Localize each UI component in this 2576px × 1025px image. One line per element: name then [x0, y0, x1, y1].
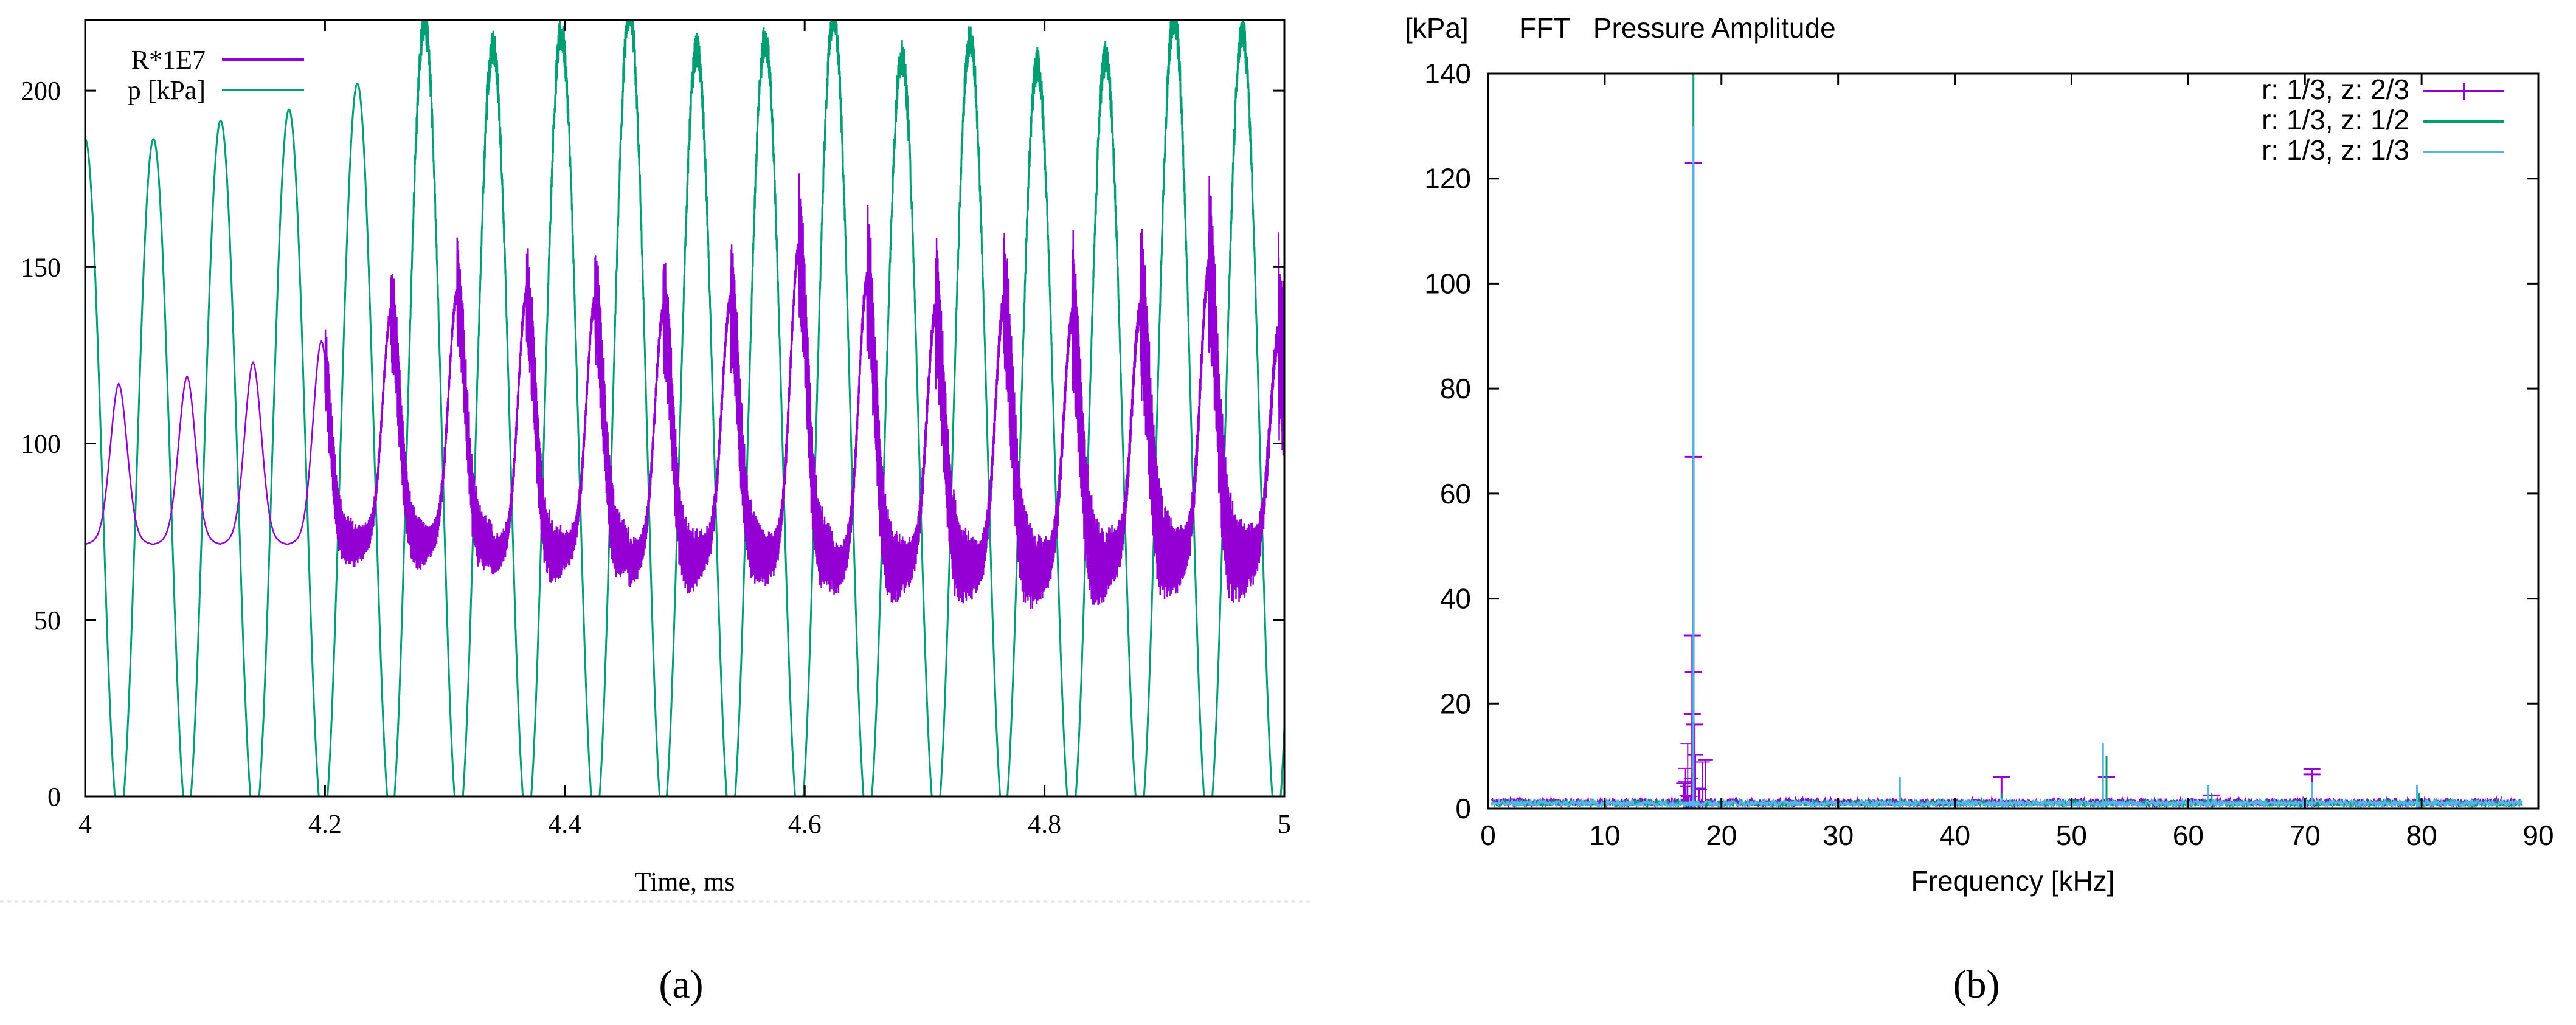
x-tick-label-b: 40	[1939, 820, 1970, 851]
y-tick-label-a: 150	[21, 252, 61, 282]
plot-frame-b	[1487, 72, 2540, 810]
plot-frame-a	[84, 19, 1286, 798]
x-tick-label-a: 4.2	[308, 809, 342, 839]
y-tick-label-b: 100	[1424, 267, 1471, 299]
y-tick-label-a: 100	[21, 429, 61, 459]
x-tick-label-b: 20	[1706, 820, 1737, 851]
x-axis-label-b: Frequency [kHz]	[1911, 865, 2115, 897]
series-line-radius	[85, 173, 1286, 609]
x-tick-label-b: 70	[2290, 820, 2321, 851]
panel-b-caption: (b)	[1953, 962, 2000, 1007]
y-tick-label-a: 50	[34, 606, 61, 635]
chart-panel-b: [kPa] FFT Pressure Amplitude 0 10 20 30 40 50…	[1405, 12, 2554, 1007]
y-tick-label-b: 140	[1424, 58, 1471, 89]
x-tick-label-b: 30	[1823, 820, 1854, 851]
y-axis-unit-b: [kPa]	[1405, 12, 1469, 44]
x-tick-label-a: 4	[78, 809, 92, 839]
series-line-pressure	[85, 18, 1286, 798]
y-tick-label-b: 80	[1440, 373, 1471, 404]
x-tick-label-b: 60	[2173, 820, 2204, 851]
y-tick-label-b: 60	[1440, 478, 1471, 509]
y-tick-label-b: 20	[1440, 688, 1471, 719]
legend-label-z12: r: 1/3, z: 1/2	[2262, 104, 2409, 136]
fft-floor-2	[1491, 797, 2523, 810]
legend-label-z23: r: 1/3, z: 2/3	[2262, 74, 2409, 105]
legend-label-radius: R*1E7	[131, 45, 206, 75]
panel-a-caption: (a)	[659, 962, 703, 1007]
x-tick-label-b: 0	[1480, 820, 1496, 851]
x-tick-label-b: 10	[1589, 820, 1620, 851]
y-tick-label-b: 40	[1440, 583, 1471, 615]
y-tick-label-a: 0	[47, 782, 61, 812]
x-tick-label-a: 4.4	[548, 809, 581, 839]
x-tick-label-a: 4.8	[1028, 809, 1061, 839]
x-tick-label-b: 80	[2406, 820, 2437, 851]
y-tick-label-b: 120	[1424, 163, 1471, 195]
legend-label-pressure: p [kPa]	[128, 75, 206, 105]
y-tick-label-a: 200	[21, 76, 61, 106]
y-tick-label-b: 0	[1455, 793, 1471, 824]
legend-b: r: 1/3, z: 2/3 r: 1/3, z: 1/2 r: 1/3, z:…	[2262, 74, 2504, 166]
x-tick-label-b: 90	[2522, 820, 2553, 851]
legend-label-z13: r: 1/3, z: 1/3	[2262, 134, 2409, 166]
x-tick-label-a: 5	[1278, 809, 1291, 839]
x-axis-label-a: Time, ms	[635, 867, 735, 897]
legend-a: R*1E7 p [kPa]	[128, 45, 304, 105]
chart-title-b: FFT Pressure Amplitude	[1519, 12, 1836, 44]
x-tick-label-b: 50	[2056, 820, 2087, 851]
x-tick-label-a: 4.6	[788, 809, 822, 839]
